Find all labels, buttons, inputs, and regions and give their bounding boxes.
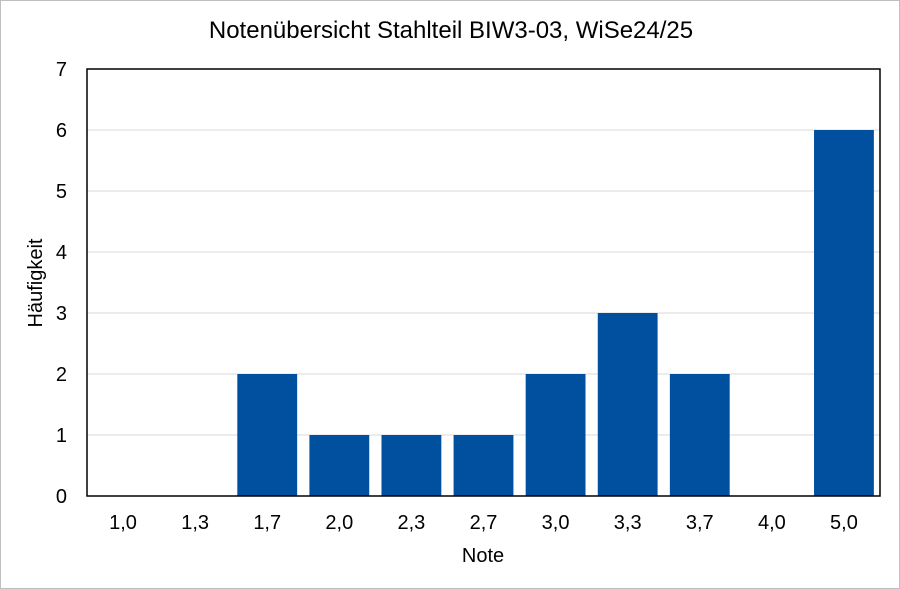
y-axis-label: Häufigkeit [25,238,47,327]
chart-title: Notenübersicht Stahlteil BIW3-03, WiSe24… [209,17,693,44]
y-tick-label: 7 [56,59,67,81]
bar-5-0 [814,130,874,496]
y-tick-label: 2 [56,364,67,386]
y-tick-label: 5 [56,181,67,203]
y-tick-label: 3 [56,303,67,325]
bar-2-0 [309,435,370,496]
x-tick-label: 2,0 [325,512,353,534]
bar-2-3 [381,435,442,496]
x-axis-label: Note [462,545,504,567]
bar-3-3 [597,313,658,496]
y-tick-label: 6 [56,120,67,142]
x-tick-label: 4,0 [758,512,786,534]
y-tick-label: 0 [56,486,67,508]
y-tick-label: 4 [56,242,67,264]
x-tick-label: 1,3 [181,512,209,534]
y-tick-label: 1 [56,425,67,447]
x-tick-label: 1,0 [109,512,137,534]
x-tick-label: 1,7 [253,512,281,534]
bar-2-7 [453,435,514,496]
bars [237,130,874,496]
x-tick-label: 3,3 [614,512,642,534]
bar-3-7 [669,374,730,496]
x-tick-label: 2,7 [470,512,498,534]
x-tick-label: 5,0 [830,512,858,534]
x-tick-labels: 1,0 1,3 1,7 2,0 2,3 2,7 3,0 3,3 3,7 4,0 5,0 [109,512,858,534]
x-tick-label: 2,3 [398,512,426,534]
y-tick-labels: 0 1 2 3 4 5 6 7 [56,59,67,508]
x-tick-label: 3,0 [542,512,570,534]
bar-1-7 [237,374,298,496]
gridlines [87,129,880,436]
bar-3-0 [525,374,586,496]
plot-area-border [86,68,881,497]
x-tick-label: 3,7 [686,512,714,534]
